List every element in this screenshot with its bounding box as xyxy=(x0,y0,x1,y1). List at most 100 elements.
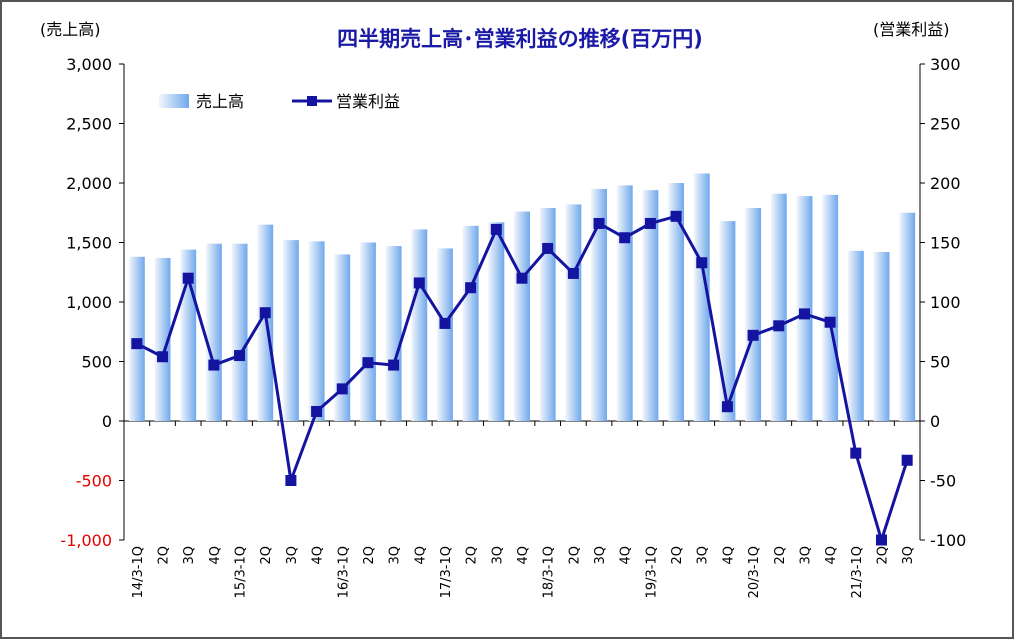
sales-bar xyxy=(205,243,222,421)
x-tick-label: 3Q xyxy=(593,546,608,565)
sales-bar xyxy=(693,173,710,421)
x-tick-label: 14/3-1Q xyxy=(131,546,146,598)
x-tick-label: 2Q xyxy=(465,546,480,565)
profit-point xyxy=(696,257,708,269)
profit-point xyxy=(875,534,887,546)
chart-title: 四半期売上高･営業利益の推移(百万円) xyxy=(337,27,703,51)
x-tick-label: 3Q xyxy=(798,546,813,565)
x-tick-label: 4Q xyxy=(721,546,736,565)
left-tick-label: 3,000 xyxy=(66,55,112,74)
left-tick-label: 500 xyxy=(81,353,112,372)
x-tick-label: 3Q xyxy=(388,546,403,565)
sales-bar xyxy=(873,252,890,421)
sales-bar xyxy=(770,193,787,421)
sales-bar xyxy=(437,248,453,421)
profit-point xyxy=(208,359,220,371)
x-tick-label: 3Q xyxy=(285,546,300,565)
sales-bar xyxy=(282,240,299,421)
profit-point xyxy=(542,242,554,254)
profit-point xyxy=(567,267,579,279)
profit-point xyxy=(311,405,323,417)
legend: 売上高 営業利益 xyxy=(159,92,400,111)
x-tick-label: 16/3-1Q xyxy=(336,546,351,598)
sales-bar xyxy=(462,225,479,421)
left-tick-label: -500 xyxy=(76,472,112,491)
x-tick-label: 4Q xyxy=(516,546,531,565)
left-tick-label: 1,000 xyxy=(66,293,112,312)
left-tick-label: -1,000 xyxy=(60,531,112,550)
sales-bar xyxy=(308,241,325,421)
profit-point xyxy=(901,454,913,466)
x-tick-label: 4Q xyxy=(311,546,326,565)
legend-label-profit: 営業利益 xyxy=(336,92,400,111)
x-tick-label: 2Q xyxy=(567,546,582,565)
x-tick-label: 19/3-1Q xyxy=(644,546,659,598)
sales-bar xyxy=(565,204,582,421)
profit-point xyxy=(439,317,451,329)
x-tick-label: 2Q xyxy=(157,546,172,565)
profit-point xyxy=(259,307,271,319)
profit-point xyxy=(490,223,502,235)
right-axis-unit-label: (営業利益) xyxy=(873,20,950,39)
x-tick-label: 17/3-1Q xyxy=(439,546,454,598)
x-tick-label: 3Q xyxy=(490,546,505,565)
x-tick-label: 3Q xyxy=(182,546,197,565)
sales-bar xyxy=(642,190,659,421)
sales-bar xyxy=(411,229,428,421)
right-tick-label: 50 xyxy=(930,353,950,372)
left-tick-label: 2,500 xyxy=(66,115,112,134)
x-tick-label: 2Q xyxy=(875,546,890,565)
right-tick-label: 300 xyxy=(930,55,961,74)
profit-point xyxy=(619,232,631,244)
right-tick-label: 0 xyxy=(930,412,940,431)
profit-point xyxy=(131,338,143,350)
profit-point xyxy=(644,217,656,229)
sales-bar xyxy=(385,246,402,421)
x-tick-label: 4Q xyxy=(208,546,223,565)
sales-bar xyxy=(231,243,248,421)
profit-point xyxy=(234,350,246,362)
profit-point xyxy=(182,272,194,284)
profit-point xyxy=(336,383,348,395)
right-tick-label: 100 xyxy=(930,293,961,312)
right-tick-label: 250 xyxy=(930,115,961,134)
profit-point xyxy=(850,447,862,459)
left-tick-label: 1,500 xyxy=(66,234,112,253)
profit-point xyxy=(388,359,400,371)
right-tick-label: 200 xyxy=(930,174,961,193)
sales-bar xyxy=(719,221,736,421)
sales-bar xyxy=(745,207,762,421)
x-tick-label: 4Q xyxy=(413,546,428,565)
right-tick-label: -100 xyxy=(930,531,966,550)
sales-bar xyxy=(539,207,556,421)
sales-bar xyxy=(359,242,376,421)
profit-point xyxy=(465,282,477,294)
x-tick-label: 21/3-1Q xyxy=(850,546,865,598)
legend-label-sales: 売上高 xyxy=(196,92,244,111)
x-tick-label: 3Q xyxy=(901,546,916,565)
plot-area: 3,0002,5002,0001,5001,0005000-500-1,0003… xyxy=(60,55,966,598)
x-tick-label: 15/3-1Q xyxy=(234,546,249,598)
x-tick-label: 2Q xyxy=(259,546,274,565)
sales-bar xyxy=(514,211,530,421)
profit-point xyxy=(285,475,297,486)
profit-point xyxy=(773,320,785,332)
sales-bar xyxy=(334,254,351,421)
profit-point xyxy=(670,210,682,222)
profit-point xyxy=(798,308,810,320)
left-tick-label: 0 xyxy=(102,412,112,431)
sales-bar xyxy=(668,183,685,421)
profit-point xyxy=(747,329,759,341)
left-tick-label: 2,000 xyxy=(66,174,112,193)
sales-bar xyxy=(591,188,607,421)
sales-bar xyxy=(488,222,505,421)
sales-bar xyxy=(822,194,839,421)
profit-point xyxy=(516,272,528,284)
right-tick-label: 150 xyxy=(930,234,961,253)
profit-point xyxy=(824,316,836,328)
sales-bar xyxy=(847,250,864,421)
x-tick-label: 2Q xyxy=(670,546,685,565)
legend-swatch-sales xyxy=(159,94,189,108)
x-tick-label: 20/3-1Q xyxy=(747,546,762,598)
profit-point xyxy=(362,357,374,369)
